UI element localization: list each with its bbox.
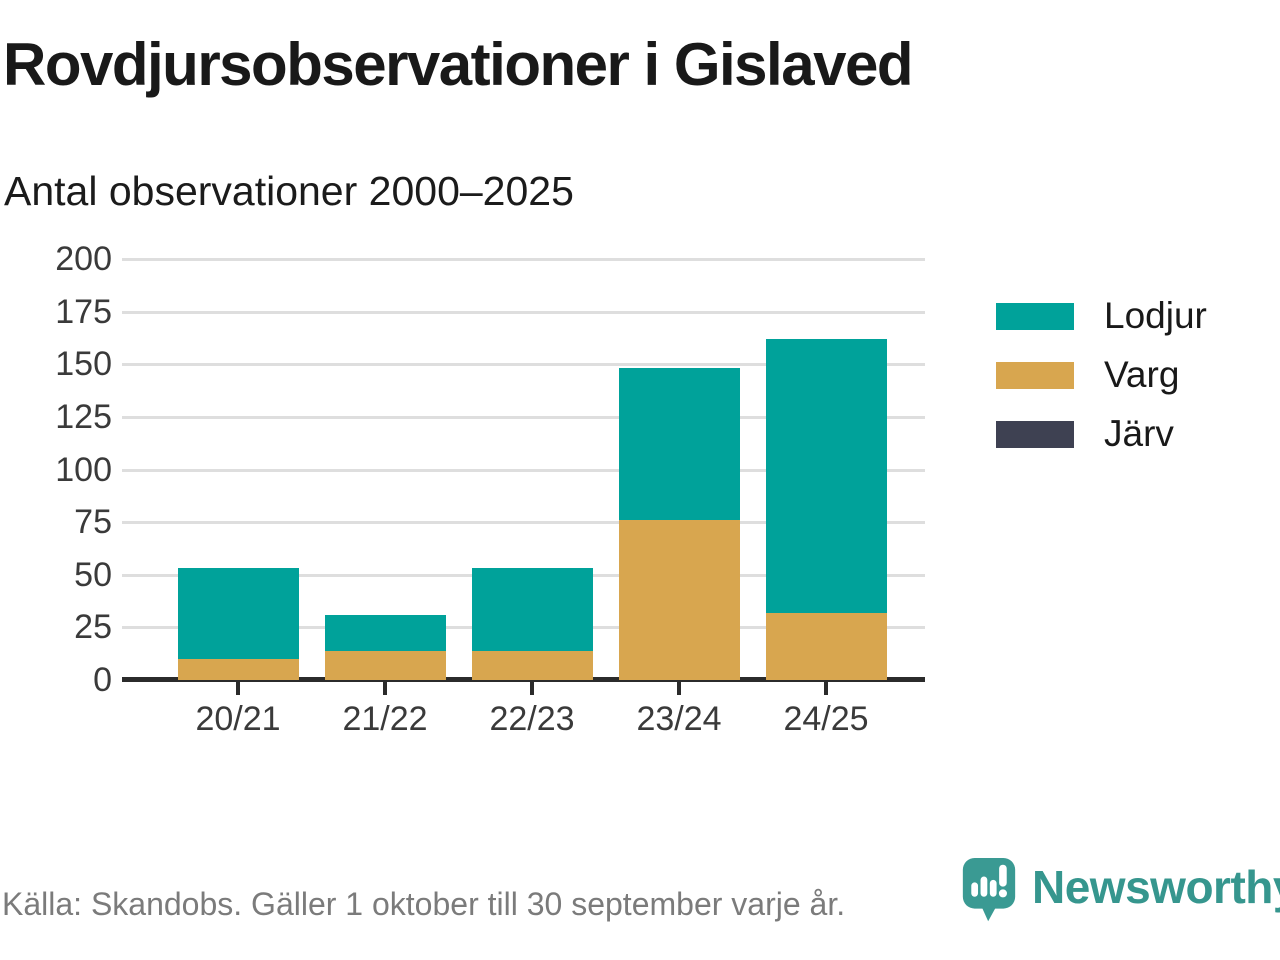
newsworthy-logo-icon (962, 857, 1016, 922)
x-axis-tick-24-25 (824, 682, 828, 695)
chart-legend: Lodjur Varg Järv (996, 295, 1207, 473)
legend-item-varg: Varg (996, 354, 1207, 395)
newsworthy-logo-text: Newsworthy (1032, 861, 1280, 913)
bar-segment-varg-22-23 (471, 650, 593, 680)
bar-segment-varg-21-22 (324, 650, 446, 680)
x-axis-tick-23-24 (677, 682, 681, 695)
legend-swatch-järv (996, 420, 1074, 448)
y-axis-label-25: 25 (74, 608, 112, 647)
bar-segment-varg-20-21 (177, 658, 299, 680)
bar-segment-varg-23-24 (618, 520, 740, 680)
y-axis-label-75: 75 (74, 503, 112, 542)
legend-label-lodjur: Lodjur (1104, 295, 1207, 336)
source-note: Källa: Skandobs. Gäller 1 oktober till 3… (2, 886, 846, 922)
gridline-125 (122, 415, 925, 419)
y-axis-label-50: 50 (74, 555, 112, 594)
x-axis-label-24-25: 24/25 (783, 700, 869, 738)
y-axis-label-175: 175 (55, 292, 112, 331)
y-axis-label-200: 200 (55, 240, 112, 278)
legend-item-lodjur: Lodjur (996, 295, 1207, 336)
x-axis-label-23-24: 23/24 (636, 700, 722, 738)
gridline-175 (122, 310, 925, 314)
x-axis-label-21-22: 21/22 (342, 700, 428, 738)
gridline-200 (122, 258, 925, 261)
gridline-75 (122, 521, 925, 525)
bar-segment-lodjur-23-24 (618, 368, 740, 521)
chart-subtitle: Antal observationer 2000–2025 (4, 168, 574, 214)
x-axis-tick-21-22 (383, 682, 387, 695)
page-title: Rovdjursobservationer i Gislaved (3, 31, 913, 98)
x-axis-label-22-23: 22/23 (489, 700, 575, 738)
x-axis-tick-22-23 (530, 682, 534, 695)
gridline-100 (122, 468, 925, 472)
legend-swatch-varg (996, 361, 1074, 389)
y-axis-label-0: 0 (93, 661, 112, 699)
bar-segment-lodjur-24-25 (765, 339, 887, 613)
y-axis-label-125: 125 (55, 397, 112, 436)
x-axis-label-20-21: 20/21 (195, 700, 281, 738)
bar-segment-lodjur-22-23 (471, 568, 593, 651)
gridline-150 (122, 363, 925, 367)
x-axis-tick-20-21 (236, 682, 240, 695)
legend-label-järv: Järv (1104, 413, 1174, 454)
bar-segment-lodjur-21-22 (324, 614, 446, 651)
legend-swatch-lodjur (996, 302, 1074, 330)
legend-item-järv: Järv (996, 413, 1207, 454)
legend-label-varg: Varg (1104, 354, 1180, 395)
y-axis-label-100: 100 (55, 450, 112, 489)
bar-chart-plot-area: 20/21 21/22 22/23 23/24 24/25 (122, 258, 925, 738)
bar-segment-lodjur-20-21 (177, 568, 299, 659)
bar-segment-varg-24-25 (765, 612, 887, 680)
newsworthy-logo: Newsworthy (962, 857, 1280, 923)
y-axis-label-150: 150 (55, 345, 112, 384)
